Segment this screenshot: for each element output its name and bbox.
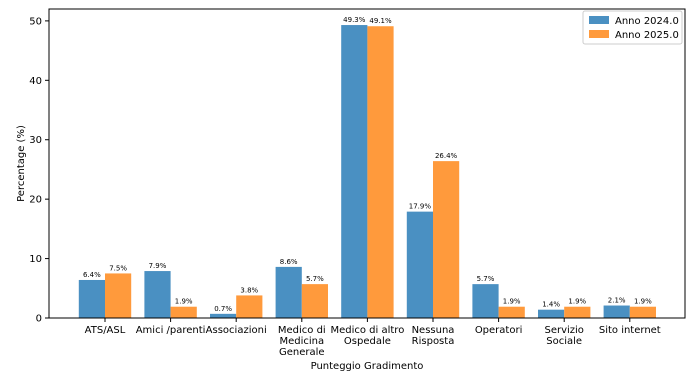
- y-tick-label: 0: [36, 314, 42, 325]
- bar-anno-2024-3: [275, 266, 302, 318]
- x-tick-label: Nessuna Risposta: [412, 325, 455, 347]
- bar-anno-2025-5: [433, 161, 460, 318]
- x-tick-label-line: Operatori: [475, 325, 523, 336]
- data-label-1-6: 1.9%: [503, 298, 521, 306]
- y-axis: 0 10 20 30 40 50: [29, 16, 49, 325]
- data-labels-group: 6.4% 7.9% 0.7% 8.6% 49.3% 17.9% 5.7% 1.4% 2.1% 7.…: [83, 16, 652, 313]
- x-tick-label-line: Generale: [279, 347, 325, 358]
- x-tick-label: Medico di Medicina Generale: [278, 325, 326, 358]
- bar-anno-2025-2: [236, 295, 263, 318]
- y-tick-label: 40: [29, 76, 42, 87]
- data-label-1-3: 5.7%: [306, 275, 324, 283]
- x-tick-label-line: Medico di: [278, 325, 326, 336]
- bar-anno-2024-6: [472, 284, 499, 318]
- data-label-0-5: 17.9%: [409, 203, 432, 211]
- bar-anno-2025-6: [498, 306, 525, 318]
- bar-anno-2024-0: [78, 279, 105, 318]
- bar-anno-2024-7: [538, 309, 565, 318]
- x-tick-label-line: Servizio: [544, 325, 583, 336]
- data-label-0-6: 5.7%: [477, 275, 495, 283]
- bar-anno-2025-1: [170, 306, 197, 318]
- y-tick-label: 10: [29, 254, 42, 265]
- data-label-0-1: 7.9%: [149, 262, 167, 270]
- legend-swatch: [589, 30, 609, 38]
- bars-group: [78, 25, 656, 319]
- data-label-1-0: 7.5%: [109, 264, 127, 272]
- y-axis-label: Percentage (%): [16, 125, 27, 202]
- x-tick-label: Servizio Sociale: [544, 325, 583, 347]
- x-tick-label-line: Associazioni: [206, 325, 267, 336]
- x-tick-label: Medico di altro Ospedale: [330, 325, 404, 347]
- legend-swatch: [589, 16, 609, 24]
- data-label-0-3: 8.6%: [280, 258, 298, 266]
- bar-anno-2025-7: [564, 306, 591, 318]
- x-tick-label-line: Sito internet: [599, 325, 661, 336]
- x-axis-label: Punteggio Gradimento: [311, 361, 424, 372]
- legend-entry: Anno 2024.0: [615, 16, 679, 27]
- x-tick-label: Amici /parenti: [136, 325, 206, 336]
- legend: Anno 2024.0 Anno 2025.0: [582, 10, 683, 45]
- bar-anno-2025-0: [105, 273, 132, 318]
- y-tick-label: 50: [29, 16, 42, 27]
- bar-anno-2024-2: [210, 313, 237, 318]
- y-tick-label: 30: [29, 135, 42, 146]
- bar-anno-2024-4: [341, 25, 368, 319]
- data-label-1-7: 1.9%: [568, 298, 586, 306]
- legend-entry: Anno 2025.0: [615, 30, 679, 41]
- data-label-1-2: 3.8%: [240, 286, 258, 294]
- data-label-1-1: 1.9%: [175, 298, 193, 306]
- data-label-1-4: 49.1%: [369, 17, 392, 25]
- bar-anno-2025-8: [629, 306, 656, 318]
- bar-anno-2025-4: [367, 26, 394, 318]
- x-tick-label: ATS/ASL: [85, 325, 126, 336]
- bar-anno-2024-1: [144, 271, 171, 318]
- data-label-0-4: 49.3%: [343, 16, 366, 24]
- bar-anno-2024-5: [406, 211, 433, 318]
- data-label-1-8: 1.9%: [634, 298, 652, 306]
- x-axis: ATS/ASL Amici /parenti Associazioni Medico …: [85, 318, 661, 358]
- y-tick-label: 20: [29, 195, 42, 206]
- x-tick-label: Sito internet: [599, 325, 661, 336]
- data-label-0-2: 0.7%: [214, 305, 232, 313]
- data-label-1-5: 26.4%: [435, 152, 458, 160]
- x-tick-label-line: Medico di altro: [330, 325, 404, 336]
- x-tick-label: Operatori: [475, 325, 523, 336]
- bar-anno-2025-3: [301, 284, 328, 318]
- x-tick-label-line: Medicina: [279, 336, 324, 347]
- x-tick-label-line: Sociale: [546, 336, 582, 347]
- x-tick-label-line: Nessuna: [412, 325, 455, 336]
- data-label-0-8: 2.1%: [608, 297, 626, 305]
- x-tick-label-line: ATS/ASL: [85, 325, 126, 336]
- x-tick-label-line: Risposta: [412, 336, 455, 347]
- data-label-0-0: 6.4%: [83, 271, 101, 279]
- x-tick-label: Associazioni: [206, 325, 267, 336]
- bar-anno-2024-8: [603, 305, 630, 318]
- x-tick-label-line: Amici /parenti: [136, 325, 206, 336]
- x-tick-label-line: Ospedale: [344, 336, 391, 347]
- data-label-0-7: 1.4%: [542, 301, 560, 309]
